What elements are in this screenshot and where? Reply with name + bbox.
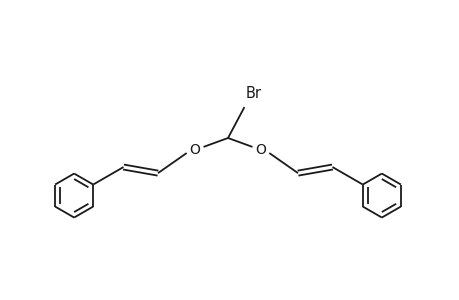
- Text: O: O: [255, 143, 266, 157]
- Text: Br: Br: [245, 86, 261, 101]
- Text: O: O: [189, 143, 200, 157]
